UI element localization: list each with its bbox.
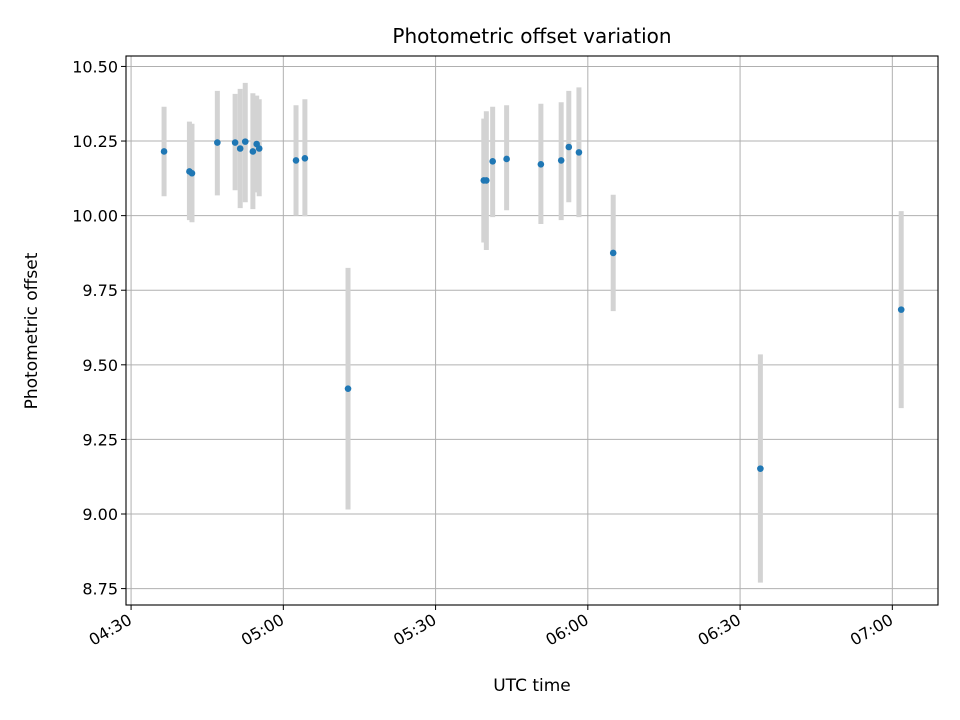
- y-tick-label: 10.50: [72, 57, 118, 76]
- data-point: [609, 249, 617, 257]
- data-point: [757, 465, 764, 472]
- y-tick-label: 8.75: [82, 580, 118, 599]
- data-point: [249, 148, 257, 155]
- x-tick-label: 05:30: [390, 610, 439, 650]
- data-point: [537, 161, 545, 168]
- y-axis-ticks: 8.75 9.00 9.25 9.50 9.75 10.00 10.25 10.50: [72, 57, 126, 599]
- data-point: [489, 158, 496, 165]
- y-tick-label: 9.50: [82, 356, 118, 375]
- y-tick-label: 9.00: [82, 505, 118, 524]
- x-tick-label: 05:00: [238, 610, 287, 650]
- x-axis-ticks: 04:30 05:00 05:30 06:00 06:30 07:00: [86, 605, 896, 650]
- data-point: [557, 157, 565, 164]
- y-tick-label: 9.75: [82, 281, 118, 300]
- data-point: [344, 385, 352, 392]
- x-tick-label: 04:30: [86, 610, 135, 650]
- y-tick-label: 10.25: [72, 132, 118, 151]
- x-axis-label: UTC time: [493, 676, 571, 696]
- x-tick-label: 07:00: [847, 610, 896, 650]
- data-point: [231, 139, 239, 146]
- y-axis-label: Photometric offset: [22, 252, 42, 409]
- data-point: [214, 139, 221, 146]
- data-point: [565, 143, 573, 151]
- data-point: [160, 148, 168, 155]
- plot-area-frame: [125, 55, 939, 606]
- data-point: [301, 155, 309, 162]
- data-point: [188, 169, 196, 177]
- error-bars: [161, 82, 904, 583]
- data-point: [575, 149, 583, 156]
- x-tick-label: 06:00: [542, 610, 591, 650]
- data-point: [292, 157, 300, 164]
- y-tick-label: 10.00: [72, 207, 118, 226]
- chart-title: Photometric offset variation: [392, 24, 671, 48]
- data-point: [503, 155, 510, 163]
- grid: [126, 56, 938, 605]
- y-tick-label: 9.25: [82, 430, 118, 449]
- x-tick-label: 06:30: [695, 610, 744, 650]
- data-point: [241, 138, 249, 145]
- data-point: [897, 306, 905, 313]
- data-point: [236, 145, 244, 152]
- data-point: [255, 145, 263, 152]
- data-point: [483, 177, 490, 184]
- data-points: [160, 138, 905, 472]
